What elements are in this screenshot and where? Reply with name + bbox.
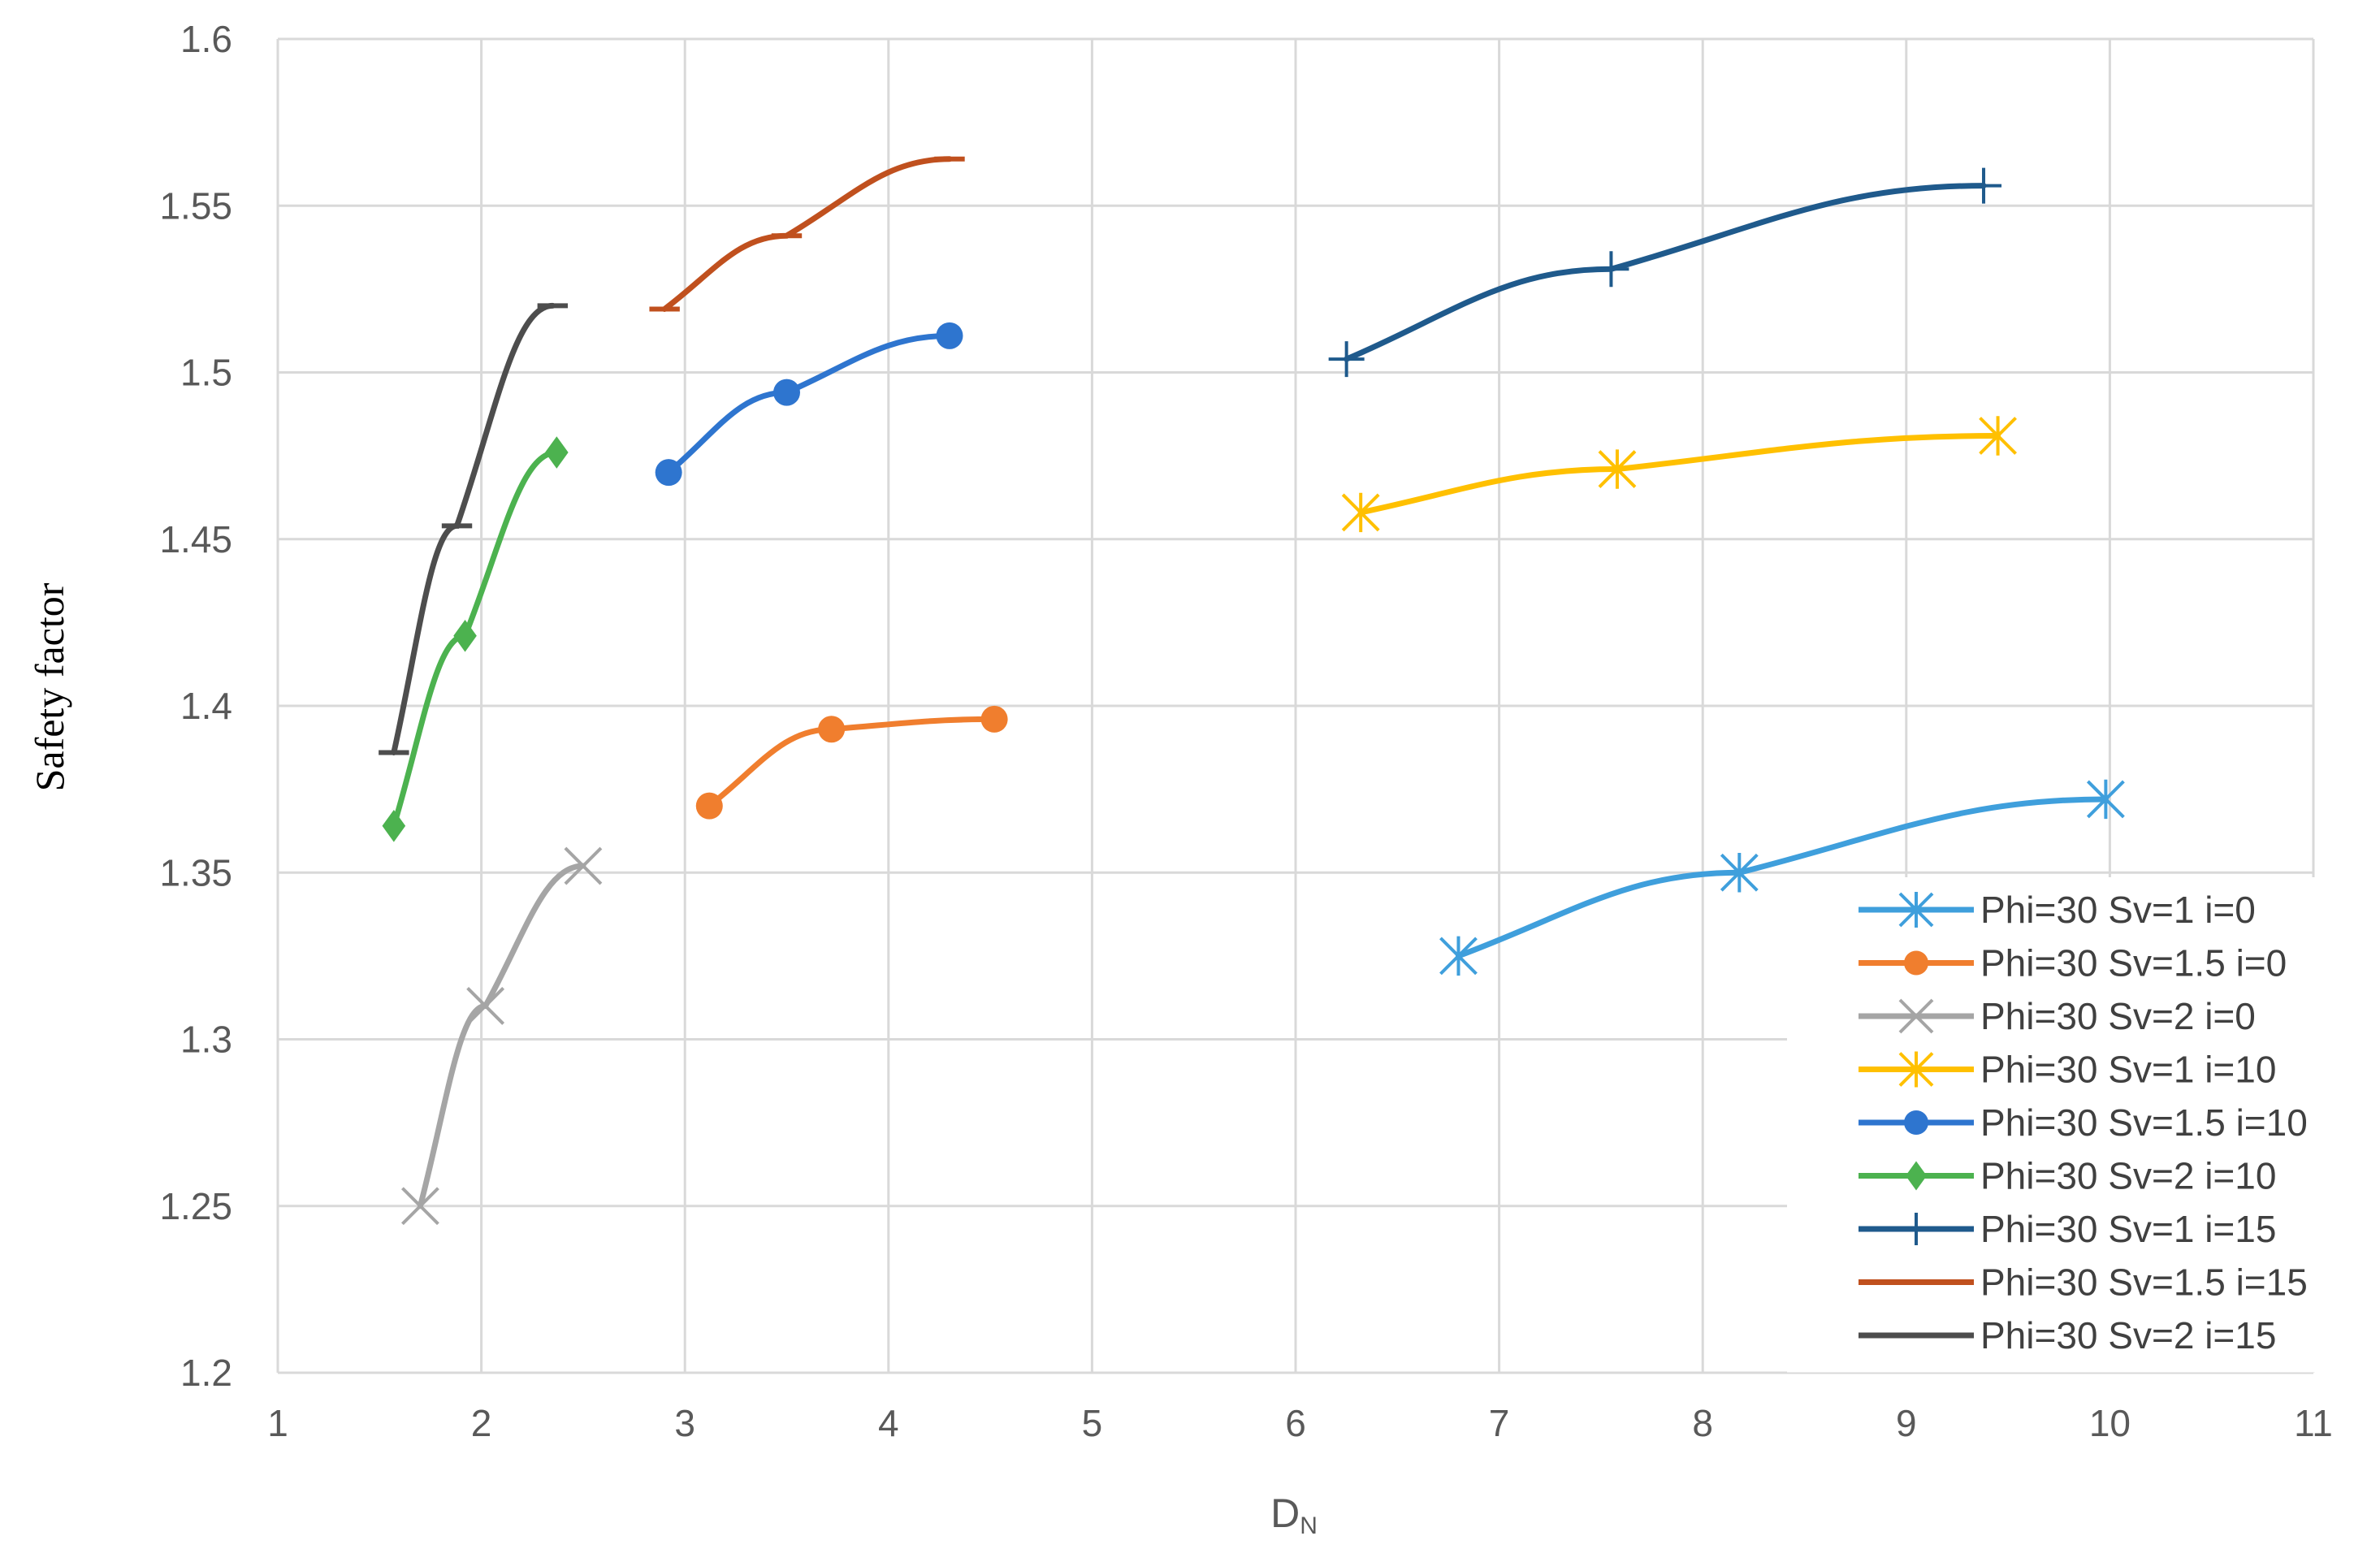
y-tick-label: 1.35 (159, 851, 232, 893)
y-tick-label: 1.45 (159, 518, 232, 560)
legend-item: Phi=30 Sv=1 i=15 (1859, 1208, 2276, 1250)
legend-item: Phi=30 Sv=1.5 i=0 (1859, 942, 2287, 984)
y-tick-label: 1.2 (180, 1352, 232, 1394)
data-point (655, 459, 682, 487)
data-point (936, 322, 963, 349)
legend-item: Phi=30 Sv=2 i=0 (1859, 995, 2256, 1037)
data-point (2086, 779, 2125, 820)
data-point (1900, 1213, 1932, 1245)
x-tick-label: 4 (878, 1402, 899, 1444)
data-point (1898, 998, 1934, 1034)
legend-item: Phi=30 Sv=1 i=0 (1859, 889, 2256, 931)
data-point (1439, 936, 1478, 976)
data-point (401, 1187, 439, 1226)
series-8 (649, 156, 965, 313)
legend-item: Phi=30 Sv=1 i=10 (1859, 1049, 2276, 1091)
legend: Phi=30 Sv=1 i=0 Phi=30 Sv=1.5 i=0 Phi=30 S… (1787, 877, 2365, 1373)
x-tick-label: 3 (674, 1402, 695, 1444)
series-line (661, 156, 953, 313)
legend-label: Phi=30 Sv=1.5 i=10 (1980, 1101, 2308, 1144)
x-tick-label: 5 (1082, 1402, 1103, 1444)
y-axis-label: Safety factor (27, 582, 72, 791)
legend-label: Phi=30 Sv=1 i=10 (1980, 1049, 2276, 1091)
x-tick-label: 8 (1692, 1402, 1713, 1444)
series-line (1357, 432, 2001, 516)
data-point (1598, 449, 1637, 489)
data-point (1720, 853, 1759, 893)
series-line (1344, 183, 1987, 362)
y-tick-label: 1.5 (180, 352, 232, 394)
data-point (1898, 1051, 1934, 1088)
y-tick-label: 1.55 (159, 184, 232, 227)
legend-item: Phi=30 Sv=2 i=15 (1859, 1314, 2276, 1356)
series-6 (382, 436, 569, 842)
series-1 (1439, 779, 2125, 976)
y-axis-ticks: 1.2 1.25 1.3 1.35 1.4 1.45 1.5 1.55 1.6 (159, 18, 232, 1394)
data-point (1593, 251, 1629, 288)
series-3 (401, 846, 603, 1226)
series-layer (379, 156, 2125, 1226)
data-point (1906, 1161, 1927, 1191)
x-tick-label: 6 (1285, 1402, 1306, 1444)
x-axis-ticks: 1 2 3 4 5 6 7 8 9 10 11 (267, 1402, 2333, 1444)
y-tick-label: 1.6 (180, 18, 232, 60)
series-5 (655, 322, 963, 487)
legend-item: Phi=30 Sv=1.5 i=15 (1859, 1261, 2308, 1304)
x-tick-label: 9 (1896, 1402, 1917, 1444)
data-point (545, 436, 569, 469)
legend-item: Phi=30 Sv=1.5 i=10 (1859, 1101, 2308, 1144)
series-4 (1341, 416, 2017, 533)
x-tick-label: 11 (2294, 1402, 2333, 1444)
data-point (1898, 892, 1934, 928)
x-axis-label-subscript: N (1300, 1512, 1318, 1539)
y-tick-label: 1.4 (180, 685, 232, 727)
x-tick-label: 2 (471, 1402, 492, 1444)
series-7 (1328, 167, 2002, 378)
legend-item: Phi=30 Sv=2 i=10 (1859, 1155, 2276, 1197)
data-point (818, 716, 846, 743)
series-9 (379, 302, 569, 755)
data-point (1966, 167, 2002, 204)
legend-label: Phi=30 Sv=1 i=0 (1980, 889, 2256, 931)
legend-label: Phi=30 Sv=1.5 i=0 (1980, 942, 2287, 984)
legend-label: Phi=30 Sv=1.5 i=15 (1980, 1261, 2308, 1304)
series-line (417, 863, 586, 1209)
grid (276, 37, 2315, 1374)
data-point (695, 792, 723, 820)
data-point (1904, 950, 1928, 976)
legend-label: Phi=30 Sv=2 i=15 (1980, 1314, 2276, 1356)
data-point (1904, 1110, 1928, 1135)
x-axis-label-main: D (1270, 1491, 1300, 1536)
data-point (1979, 416, 2017, 456)
data-point (980, 705, 1008, 733)
y-tick-label: 1.25 (159, 1185, 232, 1227)
series-2 (695, 705, 1008, 820)
series-line (706, 716, 997, 809)
data-point (382, 809, 406, 842)
data-point (1341, 492, 1380, 533)
data-point (564, 846, 603, 885)
data-point (773, 379, 800, 406)
legend-label: Phi=30 Sv=1 i=15 (1980, 1208, 2276, 1250)
y-tick-label: 1.3 (180, 1019, 232, 1061)
series-line (665, 332, 953, 476)
x-axis-label: DN (1270, 1491, 1318, 1539)
legend-label: Phi=30 Sv=2 i=10 (1980, 1155, 2276, 1197)
legend-label: Phi=30 Sv=2 i=0 (1980, 995, 2256, 1037)
x-tick-label: 10 (2089, 1402, 2131, 1444)
data-point (466, 987, 505, 1025)
data-point (453, 619, 477, 652)
x-tick-label: 1 (267, 1402, 288, 1444)
data-point (1328, 341, 1365, 378)
x-tick-label: 7 (1489, 1402, 1510, 1444)
